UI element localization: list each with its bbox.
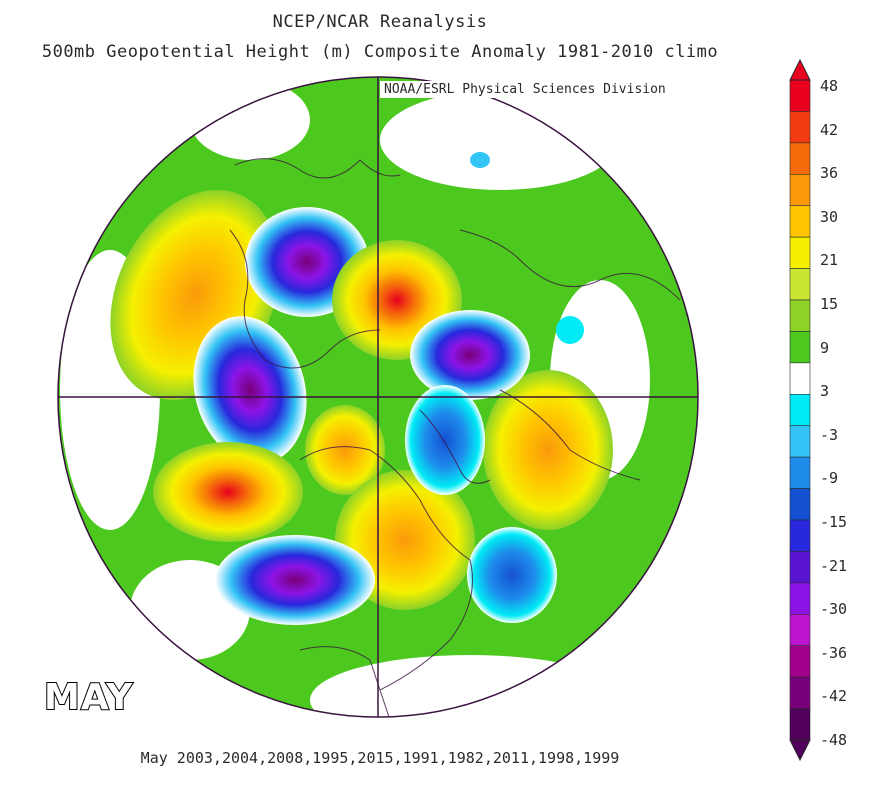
colorbar-label: -36	[820, 643, 848, 662]
colorbar-label: -42	[820, 687, 848, 706]
colorbar-label: 48	[820, 77, 839, 95]
colorbar-label: 36	[820, 164, 839, 183]
colorbar-label: -9	[820, 469, 839, 488]
colorbar-swatch	[789, 205, 811, 238]
colorbar-swatch	[789, 519, 811, 552]
colorbar-swatch	[789, 111, 811, 144]
colorbar-swatch	[789, 236, 811, 269]
colorbar-swatch	[789, 173, 811, 207]
colorbar-swatch	[789, 582, 811, 615]
colorbar-swatch	[789, 708, 811, 741]
colorbar-label: -30	[820, 600, 848, 619]
colorbar-label: -48	[820, 731, 848, 749]
anomaly-positive	[305, 405, 385, 495]
colorbar-label: 42	[820, 120, 839, 139]
anomaly-negative	[470, 152, 490, 168]
anomaly-negative	[193, 316, 307, 464]
anomaly-negative	[467, 527, 557, 623]
anomaly-negative	[556, 316, 584, 344]
colorbar-min-arrow	[789, 739, 811, 762]
colorbar-swatch	[789, 488, 811, 521]
colorbar-swatch	[789, 551, 811, 584]
years-label: May 2003,2004,2008,1995,2015,1991,1982,2…	[140, 749, 620, 767]
colorbar-swatch	[789, 425, 811, 458]
colorbar-swatch	[789, 142, 811, 175]
colorbar-swatch	[789, 393, 811, 427]
colorbar-swatch	[789, 299, 811, 332]
title-line-2: 500mb Geopotential Height (m) Composite …	[41, 42, 719, 62]
colorbar-swatch	[789, 676, 811, 709]
colorbar-label: 15	[820, 295, 839, 313]
coastlines	[229, 158, 681, 717]
colorbar-swatch	[789, 362, 811, 395]
colorbar-swatch	[789, 79, 811, 112]
colorbar-label: -21	[820, 556, 848, 575]
colorbar-swatch	[789, 613, 811, 647]
credit-label: NOAA/ESRL Physical Sciences Division	[380, 81, 670, 98]
title-line-1: NCEP/NCAR Reanalysis	[272, 12, 488, 32]
anomaly-negative	[215, 535, 375, 625]
colorbar-swatch	[789, 331, 811, 364]
colorbar-label: 30	[820, 207, 839, 226]
colorbar-label: -15	[820, 513, 848, 531]
colorbar-label: 9	[820, 338, 830, 357]
colorbar-label: 21	[820, 251, 839, 270]
anomaly-positive	[483, 370, 613, 530]
colorbar-max-arrow	[789, 58, 811, 81]
anomaly-negative	[410, 310, 530, 400]
colorbar-swatch	[789, 645, 811, 678]
month-label: MAY	[43, 676, 134, 719]
colorbar-label: 3	[820, 382, 830, 401]
colorbar-swatch	[789, 268, 811, 301]
anomaly-positive	[153, 442, 303, 542]
anomaly-negative	[405, 385, 485, 495]
colorbar-label: -3	[820, 425, 839, 444]
colorbar-swatch	[789, 456, 811, 489]
